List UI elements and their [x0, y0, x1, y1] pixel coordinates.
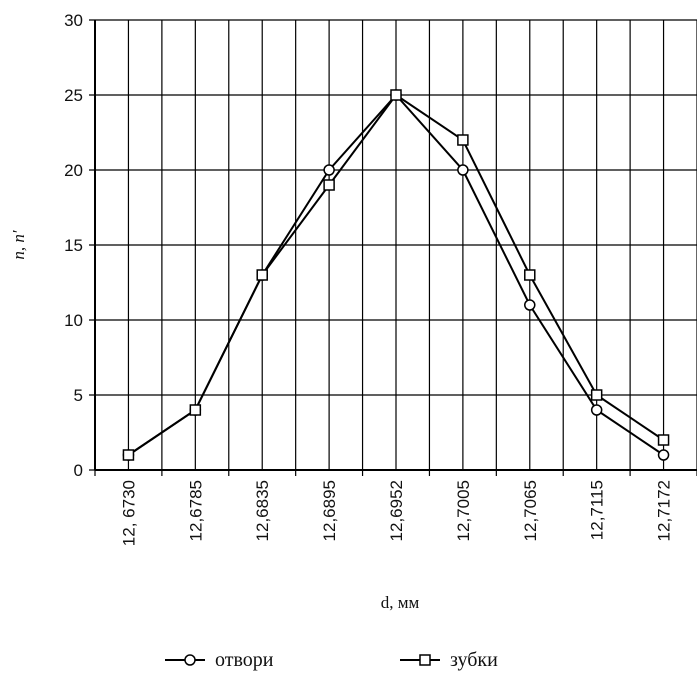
- y-tick-label: 15: [64, 236, 83, 255]
- legend-marker: [419, 654, 431, 666]
- point: [657, 449, 670, 461]
- y-tick-label: 25: [64, 86, 83, 105]
- point: [457, 164, 469, 176]
- x-tick-label: 12,6835: [253, 480, 272, 541]
- x-tick-label: 12,7005: [454, 480, 473, 541]
- legend-label: зубки: [450, 649, 498, 671]
- point: [323, 179, 335, 191]
- x-axis-label: d, мм: [381, 593, 420, 612]
- point: [323, 164, 335, 176]
- x-tick-label: 12, 6730: [119, 480, 138, 546]
- y-tick-label: 30: [64, 11, 83, 30]
- x-tick-label: 12,6895: [320, 480, 339, 541]
- point: [189, 404, 202, 416]
- point: [590, 404, 603, 416]
- point: [657, 434, 670, 446]
- point: [390, 89, 402, 101]
- x-tick-label: 12,7115: [588, 480, 607, 540]
- y-tick-label: 20: [64, 161, 83, 180]
- point: [590, 389, 603, 401]
- x-tick-label: 12,6785: [186, 480, 205, 541]
- x-tick-label: 12,6952: [387, 480, 406, 541]
- x-tick-label: 12,7065: [521, 480, 540, 541]
- legend-marker: [184, 654, 196, 666]
- legend-label: отвори: [215, 649, 274, 671]
- y-tick-label: 5: [74, 386, 83, 405]
- point: [122, 449, 135, 461]
- point: [457, 134, 469, 146]
- point: [256, 269, 268, 281]
- y-axis-label: n, n′: [9, 230, 28, 260]
- point: [524, 269, 536, 281]
- y-tick-label: 10: [64, 311, 83, 330]
- point: [524, 299, 536, 311]
- y-tick-label: 0: [74, 461, 83, 480]
- x-tick-label: 12,7172: [655, 480, 674, 541]
